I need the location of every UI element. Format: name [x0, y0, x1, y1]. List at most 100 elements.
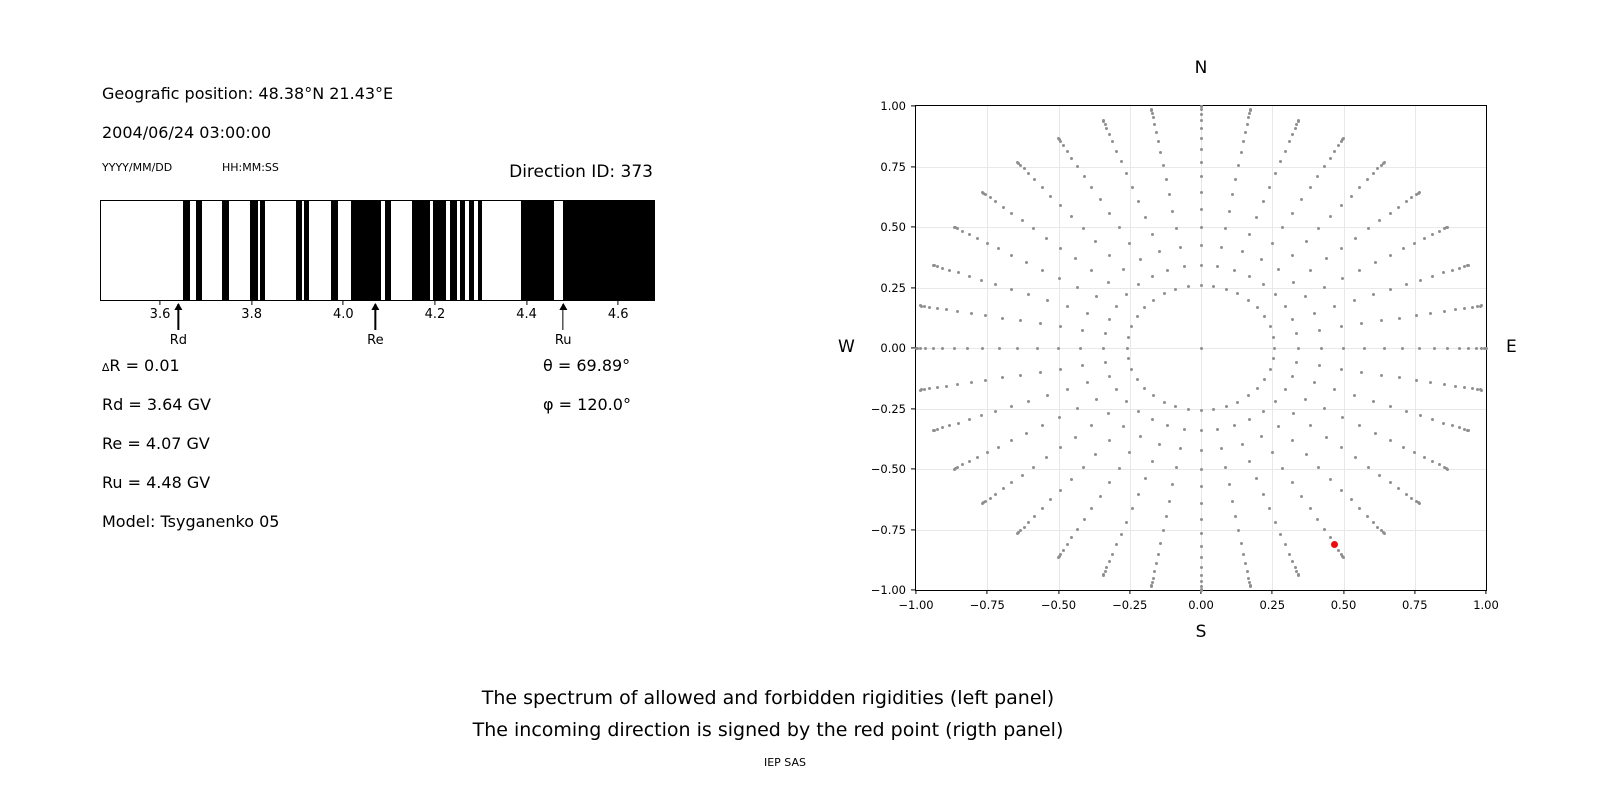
direction-dot: [1124, 172, 1128, 176]
direction-dot: [1413, 451, 1417, 455]
direction-dot: [1090, 424, 1094, 428]
direction-dot: [1027, 293, 1031, 297]
direction-dot: [1358, 424, 1362, 428]
direction-dot: [1303, 295, 1307, 299]
direction-dot: [997, 247, 1001, 251]
direction-dot: [1268, 325, 1272, 329]
direction-dot: [1410, 196, 1414, 200]
direction-dot: [1130, 325, 1134, 329]
direction-dot: [1362, 346, 1366, 350]
direction-dot: [1268, 367, 1272, 371]
x-axis-tick: [1129, 590, 1131, 594]
direction-dot: [1234, 177, 1238, 181]
direction-dot: [1032, 227, 1036, 231]
direction-dot: [1199, 502, 1203, 506]
direction-dot: [1103, 360, 1107, 364]
allowed-band: [385, 201, 391, 300]
direction-dot: [1283, 543, 1287, 547]
direction-dot: [1255, 476, 1259, 480]
direction-dot: [1404, 409, 1408, 413]
direction-dot: [1019, 319, 1023, 323]
direction-dot: [1224, 465, 1228, 469]
direction-dot: [1287, 140, 1291, 144]
direction-dot: [1404, 283, 1408, 287]
y-axis-tick: [911, 407, 915, 410]
direction-dot: [1122, 424, 1126, 428]
direction-dot: [1268, 507, 1272, 511]
direction-dot: [941, 346, 945, 350]
direction-dot: [1353, 456, 1357, 460]
direction-dot: [1453, 308, 1457, 312]
re-arrow-icon: [374, 304, 376, 330]
direction-dot: [1480, 304, 1484, 308]
direction-dot: [1143, 476, 1147, 480]
direction-dot: [956, 271, 960, 275]
ru-arrow-icon: [562, 304, 564, 330]
direction-dot: [1242, 140, 1246, 144]
direction-dot: [1360, 322, 1364, 326]
grid-line-horizontal: [916, 408, 1486, 410]
x-axis-tick: [1057, 590, 1060, 594]
allowed-band: [468, 201, 475, 300]
direction-dot: [1262, 409, 1266, 413]
direction-dot: [1057, 415, 1061, 419]
direction-dot: [1076, 528, 1080, 531]
direction-dot: [1107, 481, 1111, 485]
direction-dot: [931, 346, 935, 350]
direction-dot: [1065, 149, 1069, 153]
direction-dot: [1199, 244, 1203, 248]
direction-dot: [1167, 499, 1171, 503]
direction-dot: [1371, 399, 1375, 403]
direction-dot: [1248, 108, 1252, 112]
direction-dot: [1293, 566, 1297, 570]
direction-id-label: Direction ID: 373: [509, 162, 653, 182]
direction-dot: [1337, 144, 1341, 148]
direction-dot: [1414, 314, 1418, 318]
direction-dot: [1295, 332, 1299, 336]
direction-dot: [1150, 274, 1154, 278]
direction-dot: [967, 274, 971, 278]
direction-dot: [1397, 205, 1401, 209]
rigidity-spectrum-plot: [100, 200, 655, 301]
direction-dot: [1090, 507, 1094, 511]
direction-dot: [1248, 418, 1252, 422]
direction-dot: [1010, 439, 1014, 443]
direction-dot: [1102, 346, 1106, 350]
direction-dot: [1199, 409, 1203, 413]
direction-dot: [1115, 543, 1119, 547]
direction-dot: [1418, 278, 1422, 282]
direction-dot: [1240, 151, 1244, 155]
direction-dot: [1248, 460, 1252, 464]
direction-dot: [1016, 531, 1020, 535]
direction-dot: [1136, 492, 1140, 496]
direction-dot: [1107, 132, 1111, 136]
direction-dot: [1270, 451, 1274, 455]
rigidity-tick-label: 3.8: [241, 307, 262, 322]
direction-dot: [1446, 346, 1450, 350]
direction-dot: [1115, 305, 1119, 309]
direction-dot: [1339, 246, 1343, 250]
direction-dot: [1103, 122, 1107, 126]
direction-dot: [945, 384, 949, 388]
direction-dot: [1070, 156, 1074, 160]
direction-dot: [1442, 227, 1446, 231]
direction-dot: [1442, 421, 1446, 425]
direction-dot: [1102, 573, 1106, 577]
direction-dot: [1463, 307, 1467, 310]
direction-dot: [1161, 529, 1165, 533]
direction-dot: [1001, 376, 1005, 380]
direction-dot: [1276, 268, 1280, 272]
direction-dot: [952, 346, 956, 350]
re-value: Re = 4.07 GV: [102, 434, 210, 453]
grid-line-horizontal: [916, 166, 1486, 168]
direction-dot: [1076, 407, 1080, 410]
y-axis-tick-label: 0.50: [880, 220, 906, 234]
direction-dot: [1429, 380, 1433, 384]
direction-dot: [1070, 536, 1074, 540]
direction-dot: [1431, 232, 1435, 236]
direction-dot: [1136, 409, 1140, 413]
x-axis-tick-label: 0.25: [1259, 598, 1286, 612]
direction-dot: [969, 312, 973, 316]
direction-dot: [1366, 227, 1370, 231]
direction-dot: [1291, 560, 1295, 564]
